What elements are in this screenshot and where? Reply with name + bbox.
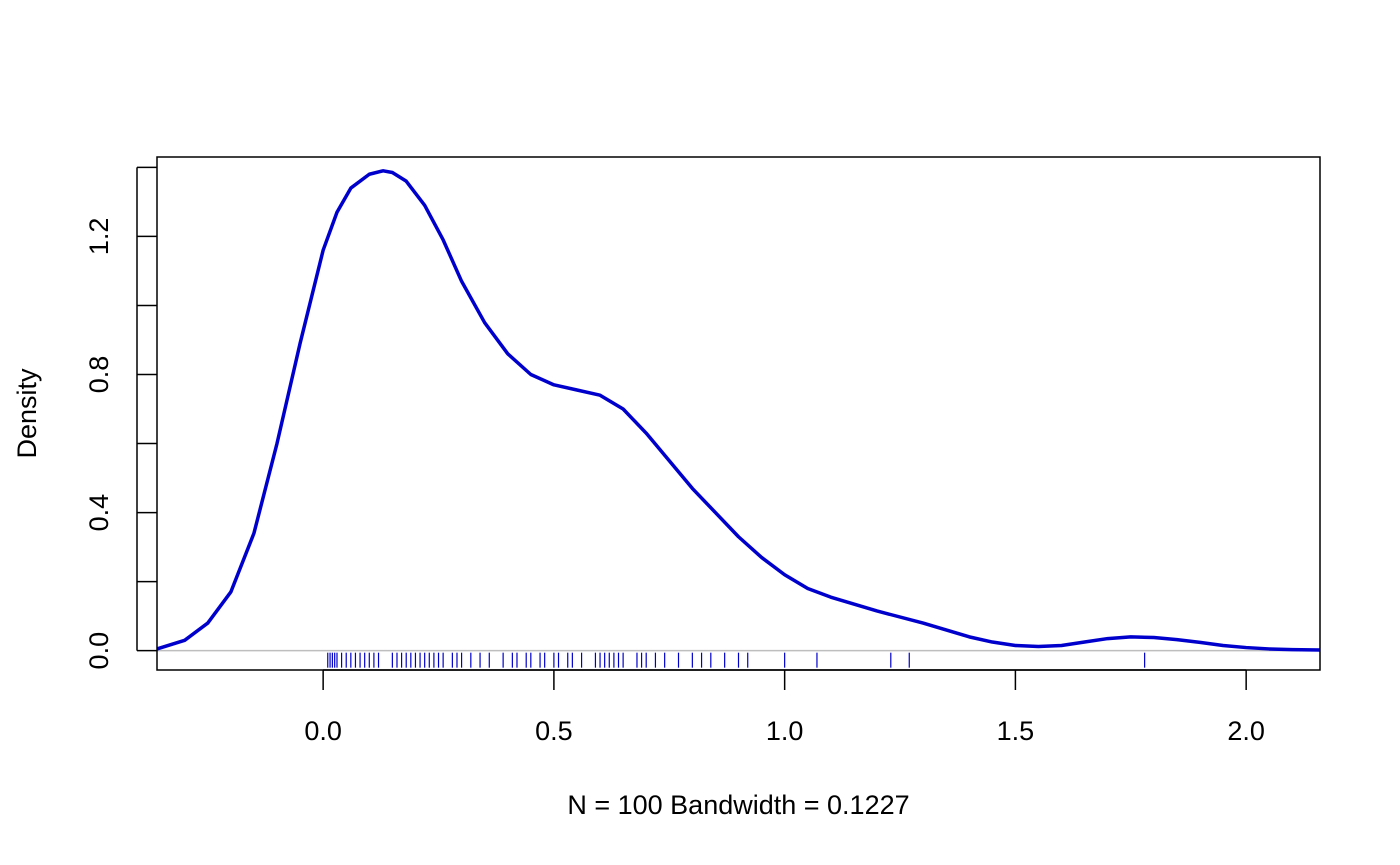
y-tick-label: 0.8 [84, 356, 114, 394]
y-tick-label: 1.2 [84, 218, 114, 256]
x-tick-label: 0.5 [535, 716, 573, 746]
plot-frame [156, 156, 1321, 671]
rug-marks [327, 652, 1146, 668]
x-tick-label: 0.0 [304, 716, 342, 746]
y-axis-title: Density [12, 368, 42, 459]
density-curve [156, 169, 1321, 652]
x-axis: 0.0 0.5 1.0 1.5 2.0 [304, 669, 1265, 746]
y-tick-label: 0.4 [84, 494, 114, 532]
y-tick-label: 0.0 [84, 632, 114, 670]
x-axis-title: N = 100 Bandwidth = 0.1227 [567, 790, 909, 820]
x-tick-label: 2.0 [1227, 716, 1265, 746]
x-tick-label: 1.0 [766, 716, 804, 746]
x-tick-label: 1.5 [997, 716, 1035, 746]
y-axis: 0.0 0.4 0.8 1.2 [84, 166, 157, 670]
